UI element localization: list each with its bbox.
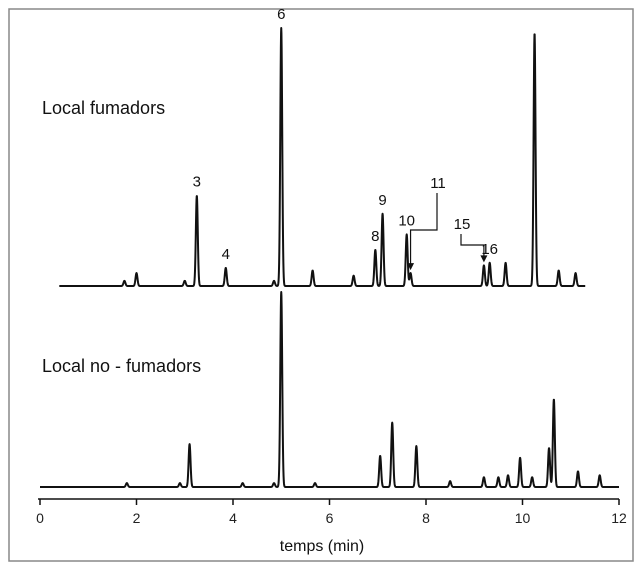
x-axis-title: temps (min) bbox=[280, 538, 364, 555]
trace-layer bbox=[39, 27, 620, 488]
peak-arrow-annotation: 11 bbox=[407, 175, 446, 271]
series-title-fumadors: Local fumadors bbox=[42, 98, 165, 118]
arrow-head bbox=[407, 263, 415, 271]
peak-label: 6 bbox=[277, 6, 285, 23]
peak-label: 9 bbox=[378, 192, 386, 209]
figure-border bbox=[8, 8, 634, 562]
peak-label: 8 bbox=[371, 228, 379, 245]
series-line bbox=[58, 27, 587, 287]
arrow-head bbox=[480, 255, 488, 263]
x-tick-label: 12 bbox=[611, 510, 627, 526]
x-tick-label: 0 bbox=[36, 510, 44, 526]
x-tick-label: 6 bbox=[326, 510, 334, 526]
peak-label: 3 bbox=[193, 174, 201, 191]
peak-label: 11 bbox=[430, 175, 446, 192]
arrow-line bbox=[409, 193, 438, 265]
peak-label-layer: 3 4 6 8 9 10 16 bbox=[193, 6, 498, 263]
peak-label: 4 bbox=[222, 246, 230, 263]
x-axis: 0 2 4 6 8 10 12 bbox=[36, 499, 627, 526]
peak-arrow-annotation: 15 bbox=[454, 216, 488, 263]
series-title-no-fumadors: Local no - fumadors bbox=[42, 356, 201, 376]
peak-label: 15 bbox=[454, 216, 471, 233]
arrow-line bbox=[460, 234, 485, 257]
annotation-layer: 11 15 bbox=[407, 175, 488, 271]
x-tick-label: 4 bbox=[229, 510, 237, 526]
x-tick-label: 10 bbox=[515, 510, 531, 526]
peak-label: 16 bbox=[481, 241, 498, 258]
x-tick-label: 8 bbox=[422, 510, 430, 526]
series-line bbox=[39, 291, 620, 488]
x-tick-label: 2 bbox=[133, 510, 141, 526]
peak-label: 10 bbox=[398, 212, 415, 229]
